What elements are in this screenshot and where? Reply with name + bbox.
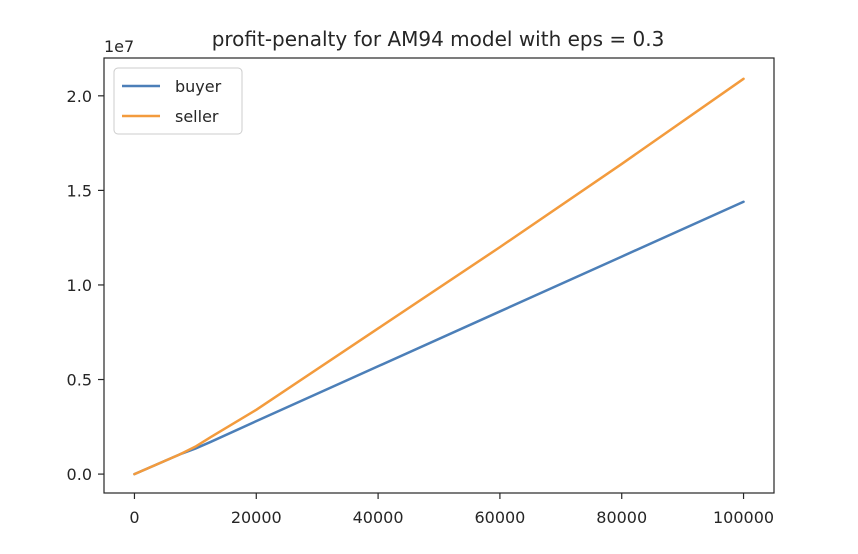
y-tick-label: 0.0: [67, 465, 92, 484]
y-tick-label: 1.0: [67, 276, 92, 295]
x-tick-label: 40000: [353, 508, 404, 527]
y-tick-label: 0.5: [67, 371, 92, 390]
x-tick-label: 20000: [231, 508, 282, 527]
y-tick-label: 1.5: [67, 181, 92, 200]
chart-title: profit-penalty for AM94 model with eps =…: [212, 27, 665, 51]
x-tick-label: 100000: [713, 508, 774, 527]
plot-area-frame: [103, 57, 775, 494]
legend-label-seller: seller: [175, 107, 219, 126]
x-tick-label: 80000: [596, 508, 647, 527]
x-axis: 0 20000 40000 60000 80000 100000: [129, 493, 774, 527]
y-axis: 0.0 0.5 1.0 1.5 2.0: [67, 87, 104, 484]
legend-label-buyer: buyer: [175, 77, 222, 96]
series-lines: [133, 77, 745, 476]
y-tick-label: 2.0: [67, 87, 92, 106]
series-line-buyer: [133, 200, 745, 476]
legend: buyer seller: [113, 67, 243, 135]
legend-box: [113, 67, 243, 135]
y-axis-offset-label: 1e7: [104, 37, 134, 56]
x-tick-label: 0: [129, 508, 139, 527]
x-tick-label: 60000: [474, 508, 525, 527]
series-line-seller: [133, 77, 745, 476]
